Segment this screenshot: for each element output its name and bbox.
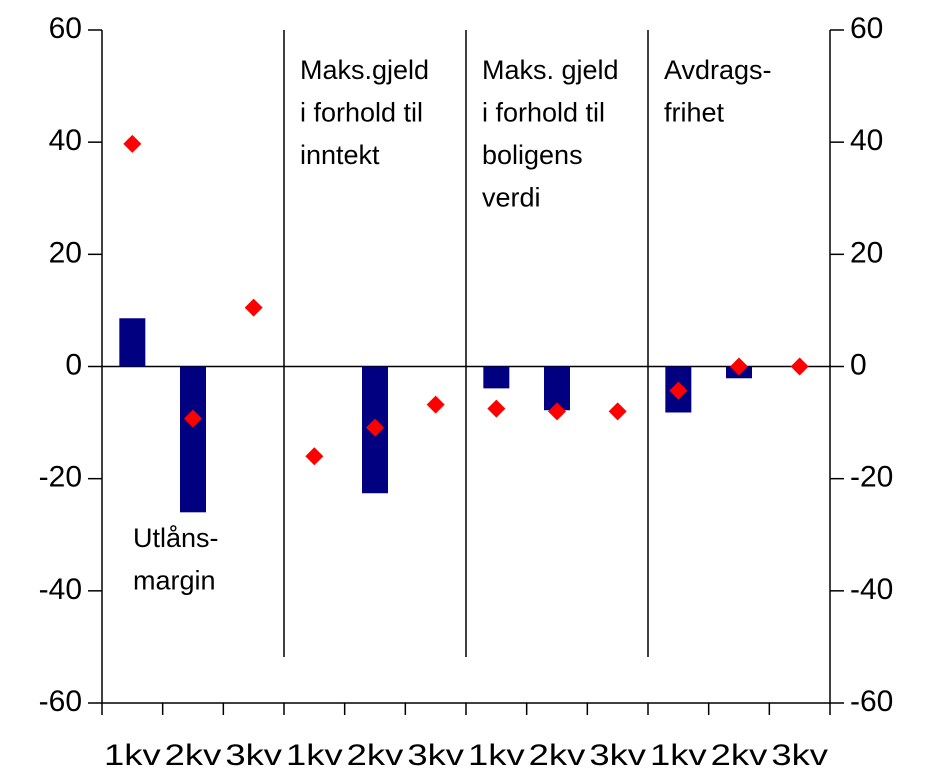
x-tick-label: 1kv xyxy=(650,739,707,772)
annotation: Maks.gjeld xyxy=(300,55,429,85)
y2-tick-label: 60 xyxy=(850,12,883,45)
bar xyxy=(119,318,146,367)
annotation: Avdrags- xyxy=(664,55,772,85)
diamond-marker xyxy=(244,298,263,317)
y2-tick-label: 20 xyxy=(850,236,883,269)
annotation: i forhold til xyxy=(482,98,605,128)
y2-tick-label: 40 xyxy=(850,124,883,157)
y2-tick-label: -40 xyxy=(850,573,893,606)
bar xyxy=(483,366,510,389)
bar xyxy=(180,366,206,513)
y-tick-label: 20 xyxy=(49,236,82,269)
diamond-marker xyxy=(123,134,142,153)
diamond-marker xyxy=(487,399,506,418)
x-tick-label: 1kv xyxy=(104,739,161,772)
annotation: Maks. gjeld xyxy=(482,55,619,85)
diamond-marker xyxy=(305,447,324,466)
diamond-marker xyxy=(669,381,688,400)
x-tick-label: 2kv xyxy=(529,739,586,772)
diamond-marker xyxy=(790,357,809,376)
y-tick-label: 0 xyxy=(65,348,82,381)
annotation: inntekt xyxy=(300,140,380,170)
diamond-marker xyxy=(184,409,202,428)
x-tick-label: 1kv xyxy=(468,739,525,772)
diamond-marker xyxy=(548,402,566,421)
diamond-marker xyxy=(730,357,748,376)
y-tick-label: -20 xyxy=(39,461,82,494)
diamond-marker xyxy=(426,395,445,414)
annotation: verdi xyxy=(482,183,541,213)
x-tick-label: 3kv xyxy=(771,739,828,772)
annotation: frihet xyxy=(664,98,725,128)
annotation: boligens xyxy=(482,140,583,170)
y2-tick-label: -20 xyxy=(850,461,893,494)
x-tick-label: 2kv xyxy=(347,739,404,772)
y-tick-label: 60 xyxy=(49,12,82,45)
x-tick-label: 1kv xyxy=(286,739,343,772)
annotation: Utlåns- xyxy=(133,523,219,553)
x-tick-label: 2kv xyxy=(165,739,222,772)
y-tick-label: -40 xyxy=(39,573,82,606)
annotation: i forhold til xyxy=(300,98,423,128)
y-tick-label: -60 xyxy=(39,685,82,718)
y-tick-label: 40 xyxy=(49,124,82,157)
x-tick-label: 3kv xyxy=(225,739,282,772)
diamond-marker xyxy=(366,418,384,437)
y2-tick-label: 0 xyxy=(850,348,867,381)
y2-tick-label: -60 xyxy=(850,685,893,718)
x-tick-label: 3kv xyxy=(589,739,646,772)
annotation: margin xyxy=(133,566,216,596)
x-tick-label: 3kv xyxy=(407,739,464,772)
x-tick-label: 2kv xyxy=(711,739,768,772)
diamond-marker xyxy=(608,402,627,421)
